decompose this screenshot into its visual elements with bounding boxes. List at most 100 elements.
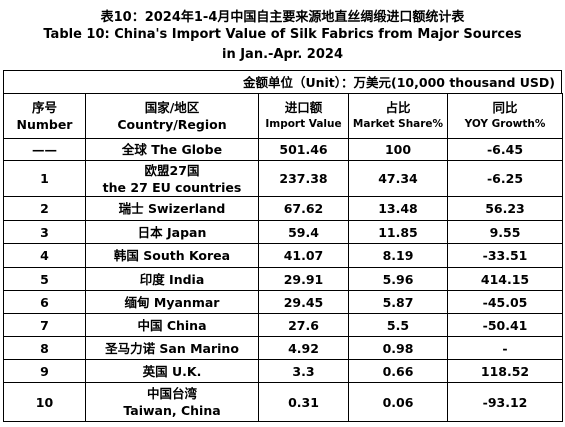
cell-text: Taiwan, China xyxy=(123,403,221,418)
cell: 56.23 xyxy=(447,196,563,221)
cell-text: 501.46 xyxy=(279,142,328,157)
cell: 13.48 xyxy=(348,196,448,221)
cell-text: 圣马力诺 San Marino xyxy=(105,340,239,356)
cell: 同比 YOY Growth% xyxy=(447,93,563,139)
header-text: Import Value xyxy=(265,118,342,130)
cell: 缅甸 Myanmar xyxy=(85,290,259,314)
cell: 2 xyxy=(3,196,86,221)
header-text: Number xyxy=(16,117,73,132)
cell: 0.06 xyxy=(348,382,448,422)
cell-text: 欧盟27国 xyxy=(144,162,200,178)
cell-text: 11.85 xyxy=(378,224,418,240)
cell-text: 41.07 xyxy=(283,248,324,263)
cell: 0.98 xyxy=(348,336,448,360)
cell: 欧盟27国 the 27 EU countries xyxy=(85,160,259,197)
cell-text: 67.62 xyxy=(283,201,324,216)
cell: 5.87 xyxy=(348,290,448,314)
header-text: 同比 xyxy=(492,100,518,115)
cell-text: 全球 The Globe xyxy=(121,142,223,157)
title-line: in Jan.-Apr. 2024 xyxy=(221,47,343,62)
cell-text: 0.06 xyxy=(382,394,414,410)
cell-text: 29.45 xyxy=(283,294,324,310)
cell: 11.85 xyxy=(348,220,448,244)
cell: 9 xyxy=(3,359,86,383)
cell-text: 118.52 xyxy=(480,363,530,379)
cell: - xyxy=(447,336,563,360)
cell: 8.19 xyxy=(348,243,448,268)
cell-text: -93.12 xyxy=(482,394,528,410)
title-line: Table 10: China's Import Value of Silk F… xyxy=(43,27,522,42)
cell: 8 xyxy=(3,336,86,360)
cell: 4 xyxy=(3,243,86,268)
cell-text: 13.48 xyxy=(378,201,418,216)
cell-text: 韩国 South Korea xyxy=(113,248,231,263)
unit-row: 金额单位（Unit）：万美元(10,000 thousand USD) xyxy=(3,70,562,94)
cell-text: -45.05 xyxy=(482,294,528,310)
cell: 4.92 xyxy=(258,336,349,360)
cell: -93.12 xyxy=(447,382,563,422)
cell: 3.3 xyxy=(258,359,349,383)
cell: 29.91 xyxy=(258,267,349,291)
cell-text: the 27 EU countries xyxy=(102,179,242,195)
header-text: Country/Region xyxy=(117,117,227,132)
cell-text: 6 xyxy=(40,294,49,310)
cell-text: 中国 China xyxy=(137,317,207,333)
cell: 47.34 xyxy=(348,160,448,197)
cell-text: 0.66 xyxy=(382,363,414,379)
cell-text: 3 xyxy=(40,224,49,240)
cell: 118.52 xyxy=(447,359,563,383)
cell: -6.25 xyxy=(447,160,563,197)
header-text: Market Share% xyxy=(352,118,444,130)
cell-text: 中国台湾 xyxy=(146,386,197,401)
cell-text: -33.51 xyxy=(482,248,528,263)
cell: 9.55 xyxy=(447,220,563,244)
cell: 237.38 xyxy=(258,160,349,197)
cell-text: 0.31 xyxy=(288,394,319,410)
cell: 日本 Japan xyxy=(85,220,259,244)
cell-text: 47.34 xyxy=(378,171,418,186)
cell-text: 印度 India xyxy=(139,271,205,287)
cell: 5.96 xyxy=(348,267,448,291)
cell-text: 7 xyxy=(40,317,49,333)
header-text: YOY Growth% xyxy=(464,118,546,130)
cell: -33.51 xyxy=(447,243,563,268)
cell-text: 5 xyxy=(40,271,49,287)
cell-text: 5.87 xyxy=(382,294,414,310)
cell: 5 xyxy=(3,267,86,291)
cell: 3 xyxy=(3,220,86,244)
cell-text: 100 xyxy=(384,142,412,157)
cell: 0.66 xyxy=(348,359,448,383)
cell: 全球 The Globe xyxy=(85,138,259,161)
cell: 27.6 xyxy=(258,313,349,337)
cell: 占比 Market Share% xyxy=(348,93,448,139)
cell: -6.45 xyxy=(447,138,563,161)
cell-text: 缅甸 Myanmar xyxy=(124,294,220,310)
cell-text: -6.45 xyxy=(486,142,524,157)
cell: 5.5 xyxy=(348,313,448,337)
cell: 国家/地区 Country/Region xyxy=(85,93,259,139)
cell: 中国台湾 Taiwan, China xyxy=(85,382,259,422)
cell-text: 4.92 xyxy=(288,340,319,356)
cell: 29.45 xyxy=(258,290,349,314)
cell: 6 xyxy=(3,290,86,314)
cell-text: 237.38 xyxy=(279,171,328,186)
cell-text: -50.41 xyxy=(482,317,528,333)
cell: 10 xyxy=(3,382,86,422)
cell-text: 9.55 xyxy=(489,224,521,240)
cell: -50.41 xyxy=(447,313,563,337)
cell: 67.62 xyxy=(258,196,349,221)
cell-text: 1 xyxy=(40,171,49,186)
cell: 59.4 xyxy=(258,220,349,244)
unit: 金额单位（Unit）：万美元(10,000 thousand USD) xyxy=(242,74,555,90)
cell-text: 5.96 xyxy=(382,271,414,287)
cell-text: 414.15 xyxy=(480,271,530,287)
cell: 1 xyxy=(3,160,86,197)
header-text: 占比 xyxy=(385,100,411,115)
cell: -45.05 xyxy=(447,290,563,314)
cell-text: 56.23 xyxy=(485,201,525,216)
cell: 进口额 Import Value xyxy=(258,93,349,139)
cell-text: 8.19 xyxy=(382,248,414,263)
cell-text: - xyxy=(502,340,508,356)
header-text: 进口额 xyxy=(284,100,323,115)
title-line: 表10：2024年1-4月中国自主要来源地直丝绸缎进口额统计表 xyxy=(100,10,465,25)
